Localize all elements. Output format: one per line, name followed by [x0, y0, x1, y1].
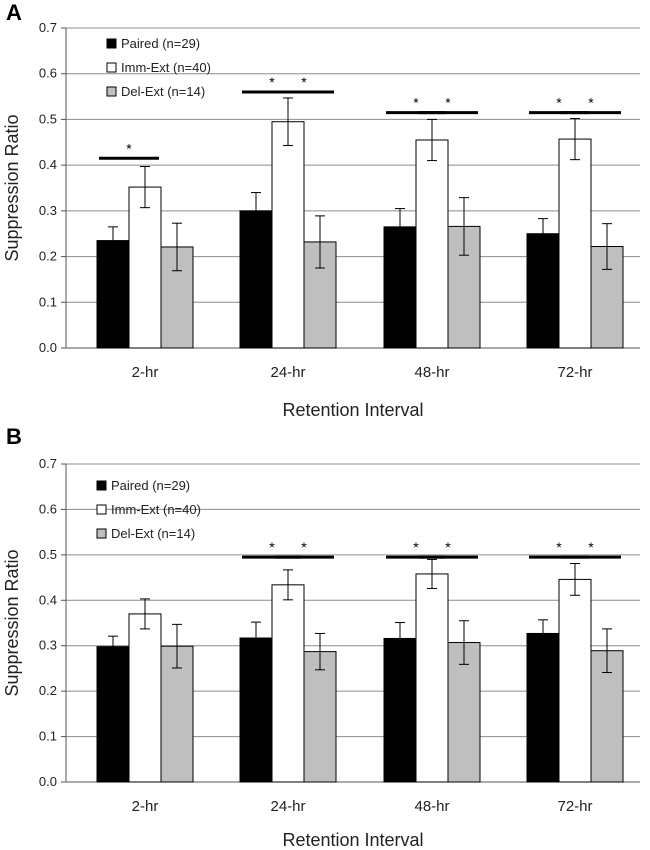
bar-imm-ext: [415, 573, 449, 783]
legend-label: Imm-Ext (n=40): [121, 60, 211, 75]
bar-imm-ext: [558, 578, 592, 783]
panel-b: B 0.0 0.1 0.2 0.3 0.4 0.5 0.6 0.7 * * * * * * 2-hr 24-hr…: [2, 424, 640, 850]
x-category-label: 48-hr: [414, 798, 449, 815]
x-category-label: 48-hr: [414, 364, 449, 381]
bar-del-ext: [303, 651, 337, 783]
y-tick-label: 0.6: [39, 501, 57, 516]
bar-paired: [239, 637, 273, 783]
legend-label: Imm-Ext (n=40): [111, 502, 201, 517]
significance-star: *: [269, 74, 275, 90]
y-tick-label: 0.7: [39, 20, 57, 35]
bar-imm-ext: [128, 613, 162, 783]
y-tick-label: 0.3: [39, 638, 57, 653]
bar-del-ext: [447, 642, 481, 783]
y-tick-label: 0.5: [39, 547, 57, 562]
x-category-label: 2-hr: [132, 364, 159, 381]
bar-paired: [383, 226, 417, 349]
significance-star: *: [269, 539, 275, 555]
x-category-label: 72-hr: [557, 798, 592, 815]
bar-paired: [526, 233, 560, 349]
y-tick-label: 0.2: [39, 249, 57, 264]
legend-swatch: [106, 86, 117, 97]
legend-label: Del-Ext (n=14): [121, 84, 205, 99]
x-category-label: 24-hr: [270, 364, 305, 381]
significance-star: *: [413, 95, 419, 111]
panel-label: B: [6, 424, 22, 449]
significance-star: *: [445, 95, 451, 111]
y-tick-label: 0.7: [39, 456, 57, 471]
significance-star: *: [556, 95, 562, 111]
panel-label: A: [6, 0, 22, 25]
y-tick-label: 0.4: [39, 157, 57, 172]
x-category-label: 24-hr: [270, 798, 305, 815]
y-tick-label: 0.5: [39, 111, 57, 126]
significance-star: *: [301, 539, 307, 555]
legend-swatch: [106, 38, 117, 49]
significance-star: *: [445, 539, 451, 555]
bar-paired: [96, 240, 130, 349]
y-tick-label: 0.0: [39, 774, 57, 789]
y-tick-label: 0.0: [39, 340, 57, 355]
y-tick-label: 0.4: [39, 592, 57, 607]
bar-paired: [239, 210, 273, 349]
bar-paired: [526, 632, 560, 783]
legend-label: Paired (n=29): [121, 36, 200, 51]
significance-star: *: [556, 539, 562, 555]
y-tick-label: 0.3: [39, 203, 57, 218]
y-tick-label: 0.6: [39, 66, 57, 81]
panel-a: A 0.0 0.1 0.2 0.3 0.4 0.5 0.6 0.7 * * * * * * * 2-hr 24-h…: [2, 0, 640, 420]
y-axis-title: Suppression Ratio: [2, 549, 22, 696]
x-category-label: 2-hr: [132, 798, 159, 815]
legend-swatch: [96, 528, 107, 539]
x-axis-title: Retention Interval: [282, 830, 423, 850]
y-axis-title: Suppression Ratio: [2, 114, 22, 261]
significance-star: *: [301, 74, 307, 90]
x-axis-title: Retention Interval: [282, 400, 423, 420]
x-category-label: 72-hr: [557, 364, 592, 381]
legend-swatch: [96, 480, 107, 491]
legend-swatch: [96, 504, 107, 515]
legend-label: Del-Ext (n=14): [111, 526, 195, 541]
legend-label: Paired (n=29): [111, 478, 190, 493]
bar-imm-ext: [558, 138, 592, 349]
bar-imm-ext: [128, 186, 162, 349]
legend-swatch: [106, 62, 117, 73]
bar-paired: [383, 637, 417, 783]
significance-star: *: [588, 95, 594, 111]
bar-paired: [96, 646, 130, 783]
bar-imm-ext: [415, 139, 449, 349]
bar-imm-ext: [271, 121, 305, 349]
y-tick-label: 0.2: [39, 683, 57, 698]
bar-del-ext: [160, 645, 194, 783]
significance-star: *: [588, 539, 594, 555]
bar-imm-ext: [271, 584, 305, 783]
significance-star: *: [413, 539, 419, 555]
y-tick-label: 0.1: [39, 294, 57, 309]
y-tick-label: 0.1: [39, 729, 57, 744]
significance-star: *: [126, 140, 132, 156]
